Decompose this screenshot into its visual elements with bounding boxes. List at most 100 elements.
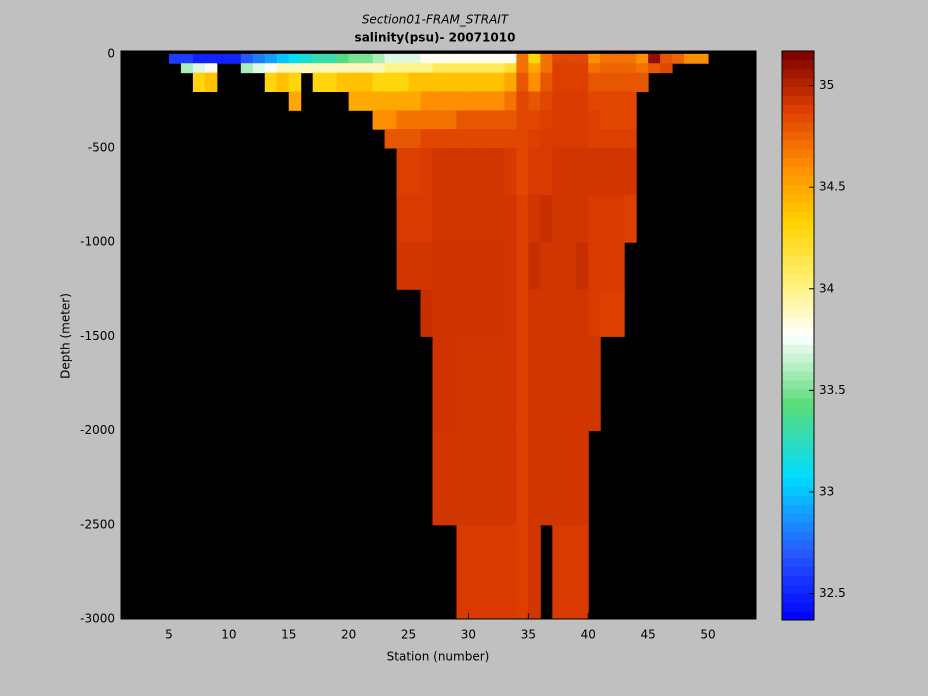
heatmap-cell <box>624 110 637 130</box>
heatmap-cell <box>456 91 469 111</box>
heatmap-cell <box>480 129 493 149</box>
heatmap-cell <box>396 129 410 149</box>
heatmap-cell <box>696 53 709 64</box>
heatmap-cell <box>540 53 553 64</box>
heatmap-cell <box>540 430 553 526</box>
heatmap-cell <box>444 242 457 290</box>
heatmap-cell <box>516 430 529 526</box>
colorbar-swatch <box>782 326 814 336</box>
heatmap-cell <box>540 91 553 111</box>
heatmap-cell <box>504 148 517 196</box>
heatmap-cell <box>576 72 589 93</box>
heatmap-cell <box>432 63 445 74</box>
heatmap-cell <box>540 242 553 290</box>
heatmap-cell <box>312 63 326 74</box>
heatmap-cell <box>624 63 637 74</box>
heatmap-cell <box>408 91 422 111</box>
heatmap-cell <box>396 110 410 130</box>
colorbar-swatch <box>782 442 814 452</box>
heatmap-cell <box>576 91 589 111</box>
heatmap-cell <box>480 289 493 337</box>
heatmap-cell <box>684 53 697 64</box>
heatmap-cell <box>372 63 386 74</box>
heatmap-cell <box>408 148 422 196</box>
heatmap-cell <box>324 63 338 74</box>
heatmap-cell <box>480 63 493 74</box>
heatmap-cell <box>588 129 601 149</box>
colorbar-swatch <box>782 166 814 176</box>
colorbar-swatch <box>782 282 814 292</box>
heatmap-cell <box>672 53 685 64</box>
heatmap-cell <box>360 53 374 64</box>
colorbar-swatch <box>782 299 814 310</box>
colorbar-swatch <box>782 193 814 203</box>
heatmap-cell <box>192 53 206 64</box>
heatmap-cell <box>516 242 529 290</box>
heatmap-cell <box>492 430 505 526</box>
heatmap-cell <box>180 53 194 64</box>
colorbar-swatch <box>782 539 814 550</box>
x-tick-label: 35 <box>521 628 536 642</box>
heatmap-cell <box>612 53 625 64</box>
heatmap-cell <box>516 336 529 432</box>
heatmap-cell <box>456 242 469 290</box>
heatmap-cell <box>552 336 565 432</box>
heatmap-cell <box>492 72 505 93</box>
heatmap-cell <box>360 72 374 93</box>
heatmap-cell <box>564 336 577 432</box>
colorbar-swatch <box>782 175 814 185</box>
heatmap-cell <box>564 430 577 526</box>
heatmap-cell <box>432 430 445 526</box>
heatmap-cell <box>564 91 577 111</box>
heatmap-cell <box>240 63 254 74</box>
colorbar-swatch <box>782 148 814 159</box>
heatmap-cell <box>516 63 529 74</box>
heatmap-cell <box>480 524 493 620</box>
colorbar-swatch <box>782 397 814 408</box>
heatmap-cell <box>576 148 589 196</box>
colorbar-swatch <box>782 495 814 505</box>
heatmap-cell <box>432 53 445 64</box>
heatmap-cell <box>420 242 434 290</box>
heatmap-cell <box>408 53 422 64</box>
heatmap-cell <box>600 242 613 290</box>
heatmap-cell <box>552 72 565 93</box>
heatmap-cell <box>312 72 326 93</box>
heatmap-cell <box>444 195 457 243</box>
colorbar-swatch <box>782 379 814 390</box>
heatmap-cell <box>420 53 434 64</box>
heatmap-cell <box>552 242 565 290</box>
heatmap-cell <box>204 53 218 64</box>
heatmap-cell <box>588 63 601 74</box>
heatmap-cell <box>444 110 457 130</box>
heatmap-cell <box>348 53 362 64</box>
heatmap-cell <box>576 63 589 74</box>
heatmap-cell <box>420 110 434 130</box>
y-tick-label: 0 <box>107 46 115 60</box>
heatmap-cell <box>612 63 625 74</box>
heatmap-cell <box>528 242 541 290</box>
x-tick-label: 15 <box>281 628 296 642</box>
heatmap-cell <box>552 289 565 337</box>
heatmap-cell <box>384 129 398 149</box>
heatmap-cell <box>612 289 625 337</box>
heatmap-cell <box>492 129 505 149</box>
heatmap-cell <box>492 53 505 64</box>
heatmap-cell <box>504 129 517 149</box>
x-tick-label: 10 <box>221 628 236 642</box>
heatmap-cell <box>516 110 529 130</box>
heatmap-cell <box>444 129 457 149</box>
heatmap-cell <box>324 53 338 64</box>
heatmap-cell <box>516 148 529 196</box>
heatmap-cell <box>444 336 457 432</box>
colorbar-swatch <box>782 371 814 381</box>
heatmap-cell <box>504 110 517 130</box>
x-tick-label: 20 <box>341 628 356 642</box>
heatmap-cell <box>600 289 613 337</box>
heatmap-cell <box>348 91 362 111</box>
y-tick-label: -3000 <box>80 612 115 626</box>
heatmap-cell <box>468 524 481 620</box>
colorbar-swatch <box>782 104 814 114</box>
colorbar-swatch <box>782 219 814 230</box>
heatmap-cell <box>336 53 350 64</box>
